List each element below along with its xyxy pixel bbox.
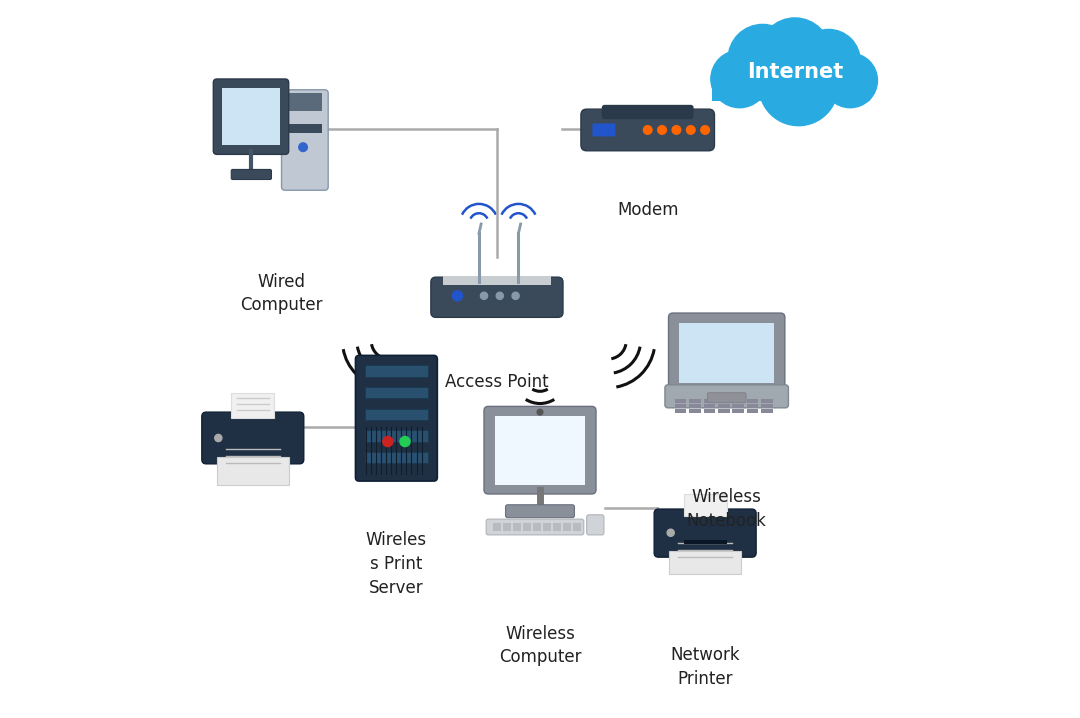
FancyBboxPatch shape <box>231 393 274 418</box>
FancyBboxPatch shape <box>732 409 744 413</box>
FancyBboxPatch shape <box>502 523 511 531</box>
FancyBboxPatch shape <box>484 406 596 494</box>
FancyBboxPatch shape <box>718 399 730 403</box>
FancyBboxPatch shape <box>365 409 428 420</box>
FancyBboxPatch shape <box>365 365 428 377</box>
FancyBboxPatch shape <box>713 72 870 101</box>
FancyBboxPatch shape <box>365 430 428 442</box>
Circle shape <box>711 50 768 108</box>
FancyBboxPatch shape <box>654 509 756 557</box>
Circle shape <box>512 292 519 299</box>
FancyBboxPatch shape <box>505 505 575 518</box>
Text: Wireles
s Print
Server: Wireles s Print Server <box>366 531 427 597</box>
FancyBboxPatch shape <box>761 404 772 408</box>
Circle shape <box>215 434 221 442</box>
FancyBboxPatch shape <box>221 88 280 145</box>
Circle shape <box>759 47 838 126</box>
FancyBboxPatch shape <box>704 404 715 408</box>
FancyBboxPatch shape <box>732 399 744 403</box>
FancyBboxPatch shape <box>563 523 571 531</box>
FancyBboxPatch shape <box>704 399 715 403</box>
FancyBboxPatch shape <box>670 551 741 574</box>
FancyBboxPatch shape <box>718 409 730 413</box>
FancyBboxPatch shape <box>573 523 581 531</box>
FancyBboxPatch shape <box>761 409 772 413</box>
Circle shape <box>667 529 674 536</box>
FancyBboxPatch shape <box>675 404 687 408</box>
Circle shape <box>658 126 666 134</box>
FancyBboxPatch shape <box>707 393 746 403</box>
FancyBboxPatch shape <box>718 404 730 408</box>
Circle shape <box>672 126 680 134</box>
FancyBboxPatch shape <box>495 416 585 485</box>
FancyBboxPatch shape <box>282 90 328 190</box>
Circle shape <box>382 437 393 447</box>
Text: Internet: Internet <box>746 62 843 82</box>
FancyBboxPatch shape <box>217 457 288 485</box>
Circle shape <box>759 18 831 90</box>
Circle shape <box>728 24 797 93</box>
Text: Modem: Modem <box>617 201 678 219</box>
Text: Wireless
Notebook: Wireless Notebook <box>687 488 767 530</box>
FancyBboxPatch shape <box>746 404 758 408</box>
Circle shape <box>687 126 696 134</box>
FancyBboxPatch shape <box>365 452 428 463</box>
FancyBboxPatch shape <box>689 399 701 403</box>
FancyBboxPatch shape <box>431 277 563 317</box>
Circle shape <box>701 126 710 134</box>
FancyBboxPatch shape <box>732 404 744 408</box>
FancyBboxPatch shape <box>443 276 551 285</box>
FancyBboxPatch shape <box>684 494 727 516</box>
FancyBboxPatch shape <box>532 523 541 531</box>
FancyBboxPatch shape <box>523 523 530 531</box>
FancyBboxPatch shape <box>689 404 701 408</box>
FancyBboxPatch shape <box>669 313 785 393</box>
FancyBboxPatch shape <box>214 79 288 154</box>
Text: Wireless
Computer: Wireless Computer <box>499 625 581 666</box>
FancyBboxPatch shape <box>665 385 788 408</box>
Circle shape <box>823 53 877 108</box>
FancyBboxPatch shape <box>675 409 687 413</box>
FancyBboxPatch shape <box>513 523 521 531</box>
Circle shape <box>400 437 410 447</box>
FancyBboxPatch shape <box>287 124 323 133</box>
FancyBboxPatch shape <box>543 523 551 531</box>
FancyBboxPatch shape <box>355 355 437 481</box>
FancyBboxPatch shape <box>586 515 604 535</box>
FancyBboxPatch shape <box>704 409 715 413</box>
Circle shape <box>481 292 487 299</box>
FancyBboxPatch shape <box>689 409 701 413</box>
Circle shape <box>453 291 462 301</box>
Text: Network
Printer: Network Printer <box>671 646 740 688</box>
Text: Wired
Computer: Wired Computer <box>240 273 323 314</box>
Circle shape <box>496 292 503 299</box>
FancyBboxPatch shape <box>746 409 758 413</box>
FancyBboxPatch shape <box>231 169 271 180</box>
Circle shape <box>797 29 861 93</box>
FancyBboxPatch shape <box>486 519 584 535</box>
FancyBboxPatch shape <box>602 105 693 119</box>
FancyBboxPatch shape <box>287 93 323 111</box>
FancyBboxPatch shape <box>761 399 772 403</box>
FancyBboxPatch shape <box>593 123 616 136</box>
FancyBboxPatch shape <box>365 387 428 398</box>
Circle shape <box>537 409 543 415</box>
FancyBboxPatch shape <box>581 109 715 151</box>
FancyBboxPatch shape <box>684 540 727 544</box>
Circle shape <box>299 143 308 151</box>
FancyBboxPatch shape <box>746 399 758 403</box>
FancyBboxPatch shape <box>492 523 500 531</box>
Circle shape <box>644 126 652 134</box>
FancyBboxPatch shape <box>553 523 561 531</box>
FancyBboxPatch shape <box>679 323 774 383</box>
FancyBboxPatch shape <box>202 412 303 464</box>
FancyBboxPatch shape <box>675 399 687 403</box>
Text: Access Point: Access Point <box>445 373 549 391</box>
